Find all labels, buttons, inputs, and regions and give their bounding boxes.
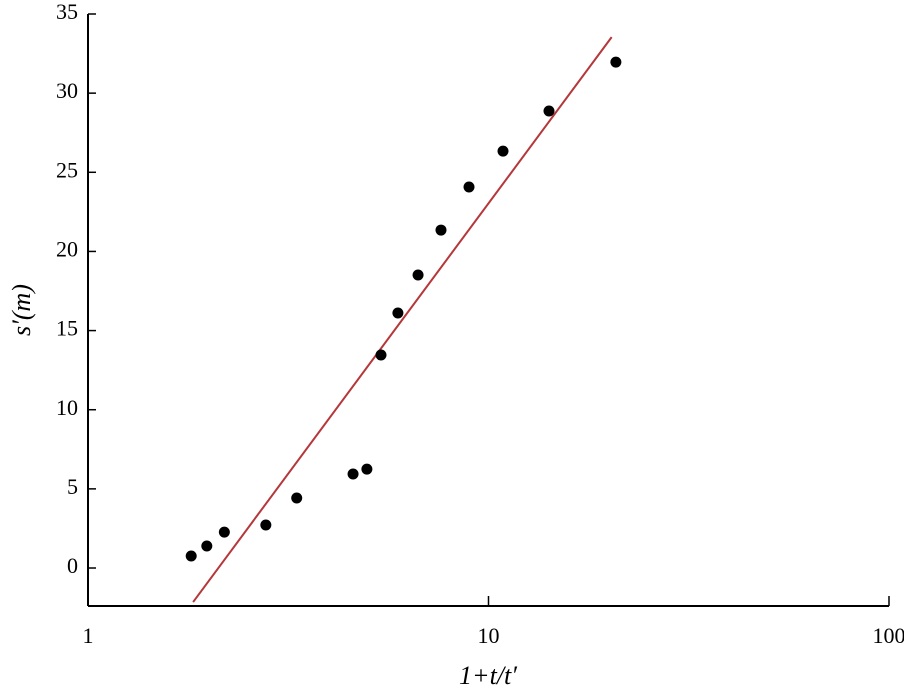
data-point (463, 181, 475, 193)
data-point (291, 492, 303, 504)
data-point (543, 105, 555, 117)
data-point (201, 540, 213, 552)
y-tick-label: 0 (67, 553, 78, 578)
data-point (610, 56, 622, 68)
data-point (497, 145, 509, 157)
y-tick-label: 15 (56, 316, 78, 341)
data-point (435, 224, 447, 236)
y-axis-title: s′(m) (7, 284, 36, 336)
y-tick-label: 10 (56, 395, 78, 420)
data-point (185, 550, 197, 562)
data-point (347, 468, 359, 480)
x-axis-title: 1+t/t′ (459, 661, 517, 690)
y-tick-label: 5 (67, 474, 78, 499)
y-tick-label: 20 (56, 236, 78, 261)
y-tick-label: 25 (56, 157, 78, 182)
data-point (218, 526, 230, 538)
x-tick-label: 100 (873, 623, 904, 648)
fit-line (192, 36, 613, 603)
data-point (260, 519, 272, 531)
y-tick-label: 35 (56, 0, 78, 24)
y-tick-label: 30 (56, 78, 78, 103)
data-point (361, 463, 373, 475)
data-point (375, 349, 387, 361)
data-point (412, 269, 424, 281)
x-tick-label: 10 (478, 623, 500, 648)
x-tick-label: 1 (83, 623, 94, 648)
data-point (392, 307, 404, 319)
